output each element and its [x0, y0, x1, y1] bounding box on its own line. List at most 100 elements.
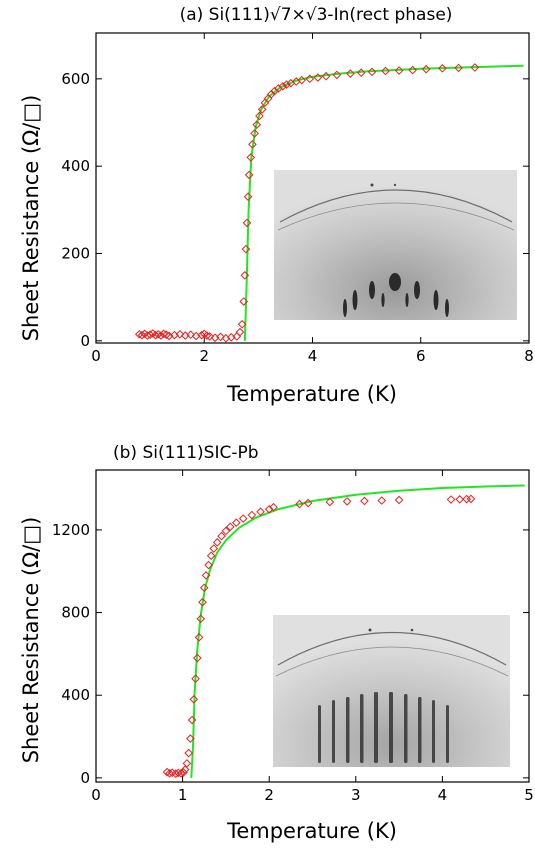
x-tick-label: 6	[416, 347, 426, 365]
data-point	[303, 498, 313, 508]
data-point	[175, 329, 185, 339]
data-point	[216, 332, 225, 342]
data-point	[221, 526, 231, 536]
data-point	[198, 597, 207, 607]
panel-b-title: (b) Si(111)SIC-Pb	[113, 443, 259, 463]
data-point	[455, 495, 465, 504]
data-point	[194, 633, 204, 642]
data-point	[421, 64, 431, 74]
y-tick-label: 400	[61, 157, 90, 175]
data-point	[243, 192, 253, 202]
data-point	[145, 330, 155, 340]
panel-a-data-points	[134, 63, 480, 343]
data-point	[332, 70, 342, 80]
data-point	[180, 765, 190, 774]
data-point	[184, 748, 193, 758]
data-point	[321, 71, 331, 81]
data-point	[394, 66, 404, 75]
data-point	[205, 332, 214, 341]
y-tick-label: 800	[61, 604, 90, 622]
x-tick-label: 0	[91, 347, 101, 365]
data-point	[199, 583, 209, 593]
data-point	[240, 271, 250, 280]
data-point	[197, 330, 206, 340]
data-point	[237, 319, 247, 329]
data-point	[470, 63, 480, 72]
data-point	[360, 496, 369, 506]
data-point	[204, 560, 213, 570]
data-point	[217, 531, 226, 541]
data-point	[297, 75, 306, 85]
panel-b-x-axis: 0 1 2 3 4 5	[91, 470, 534, 804]
data-point	[162, 767, 172, 777]
data-point	[269, 502, 278, 512]
data-point	[408, 65, 417, 75]
data-point	[151, 330, 160, 340]
data-point	[246, 153, 256, 162]
y-tick-label: 1200	[52, 521, 90, 539]
data-point	[186, 330, 196, 340]
data-point	[264, 504, 274, 514]
data-point	[241, 244, 251, 254]
x-tick-label: 5	[524, 786, 534, 804]
data-point	[295, 499, 304, 509]
panel-b-y-axis: 0 400 800 1200	[52, 521, 529, 787]
panel-b-plot-frame	[95, 469, 530, 783]
data-point	[282, 80, 291, 89]
data-point	[176, 769, 186, 778]
data-point	[191, 674, 200, 683]
data-point	[193, 653, 202, 663]
x-tick-label: 2	[264, 786, 274, 804]
data-point	[250, 129, 259, 138]
data-point	[438, 64, 447, 73]
panel-a-y-axis: 0 200 400 600	[61, 70, 529, 350]
data-point	[201, 571, 211, 580]
data-point	[367, 67, 377, 77]
data-point	[256, 507, 265, 517]
fit-line	[190, 484, 525, 778]
y-tick-label: 600	[61, 70, 90, 88]
x-tick-label: 1	[178, 786, 188, 804]
data-point	[189, 695, 199, 704]
data-point	[454, 63, 463, 73]
x-tick-label: 2	[199, 347, 209, 365]
x-tick-label: 0	[91, 786, 101, 804]
panel-b-inset-image	[273, 615, 510, 767]
data-point	[325, 497, 335, 507]
data-point	[202, 331, 212, 340]
data-point	[187, 715, 197, 725]
x-tick-label: 4	[438, 786, 448, 804]
panel-a-y-axis-label: Sheet Resistance (Ω/□)	[19, 95, 43, 342]
data-point	[257, 105, 267, 114]
data-point	[239, 297, 249, 306]
data-point	[165, 769, 174, 778]
x-tick-label: 4	[308, 347, 318, 365]
panel-b-fit-curve	[190, 484, 525, 778]
data-point	[179, 768, 188, 777]
panel-a-title: (a) Si(111)√7×√3-In(rect phase)	[180, 5, 453, 25]
data-point	[342, 497, 352, 506]
data-point	[182, 759, 192, 768]
data-point	[209, 544, 219, 553]
data-point	[206, 551, 216, 561]
y-tick-label: 0	[80, 769, 90, 787]
y-tick-label: 200	[61, 244, 90, 262]
x-tick-label: 3	[351, 786, 361, 804]
data-point	[313, 73, 323, 82]
data-point	[466, 494, 476, 504]
data-point	[305, 74, 315, 84]
data-point	[238, 514, 248, 523]
data-point	[377, 496, 387, 505]
data-point	[248, 140, 257, 149]
panel-a-x-axis-label: Temperature (K)	[226, 382, 397, 406]
data-point	[186, 734, 195, 743]
data-point	[225, 522, 235, 532]
data-point	[356, 68, 366, 78]
data-point	[267, 89, 276, 99]
data-point	[244, 170, 254, 180]
data-point	[270, 86, 279, 96]
data-point	[381, 66, 390, 76]
data-point	[446, 495, 456, 504]
y-tick-label: 0	[80, 332, 90, 350]
